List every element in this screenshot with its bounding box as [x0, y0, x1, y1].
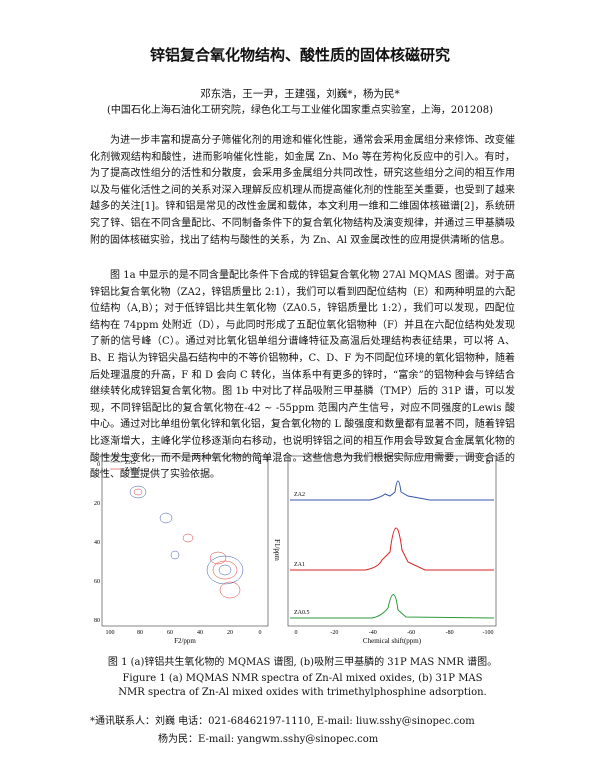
- x-axis-label: F2/ppm: [174, 637, 196, 645]
- legend-label: ZA2: [125, 460, 136, 466]
- x-tick-label: 0: [259, 630, 262, 636]
- x-tick-label: -60: [407, 630, 415, 636]
- y-ticks: 0 20 40 60 80: [94, 462, 100, 624]
- x-tick-label: 60: [167, 630, 173, 636]
- x-ticks: 100 80 60 40 20 0: [106, 630, 262, 636]
- title: 锌铝复合氧化物结构、酸性质的固体核磁研究: [149, 46, 450, 64]
- y-tick-label: 60: [94, 579, 100, 585]
- y-tick-label: 20: [94, 501, 100, 507]
- frame: [287, 455, 497, 627]
- panel-b: b ZA2 ZA1 ZA0.5 0 -20 -40 -60 -80 -100 Chemic…: [287, 455, 497, 645]
- legend-label: ZA0.5: [125, 467, 141, 473]
- authors: 邓东浩，王一尹，王建强，刘巍*，杨为民*: [200, 88, 400, 100]
- x-tick-label: 80: [137, 630, 143, 636]
- panel-a: ZA2 ZA0.5 a 100 80 60 40 20 0 0 20 40 60 80 F2/pp…: [94, 455, 281, 645]
- frame: [101, 455, 269, 627]
- panel-label: a: [258, 457, 262, 466]
- caption-en: Figure 1 (a) MQMAS NMR spectra of Zn-Al …: [118, 673, 487, 698]
- spectrum-label: ZA2: [294, 492, 305, 498]
- contact: *通讯联系人：刘巍 电话：021-68462197-1110, E-mail: …: [90, 716, 475, 727]
- x-tick-label: 20: [227, 630, 233, 636]
- x-tick-label: -40: [369, 630, 377, 636]
- contact: 杨为民：E-mail: yangwm.sshy@sinopec.com: [158, 734, 379, 745]
- contours: [129, 485, 244, 599]
- y-tick-label: 0: [97, 462, 100, 468]
- x-tick-label: 100: [106, 630, 115, 636]
- y-tick-label: 80: [94, 618, 100, 624]
- x-tick-label: 0: [295, 630, 298, 636]
- y-tick-label: 40: [94, 540, 100, 546]
- x-tick-label: -80: [446, 630, 454, 636]
- x-ticks: 0 -20 -40 -60 -80 -100: [295, 630, 494, 636]
- panel-label: b: [486, 457, 490, 466]
- x-axis-label: Chemical shift(ppm): [363, 637, 422, 645]
- spectrum-label: ZA0.5: [294, 610, 310, 616]
- caption-zh: 图 1 (a)锌铝共生氧化物的 MQMAS 谱图, (b)吸附三甲基膦的 31P…: [107, 657, 498, 668]
- affiliation: (中国石化上海石油化工研究院，绿色化工与工业催化国家重点实验室，上海，20120…: [107, 105, 493, 116]
- spectrum: [290, 594, 495, 619]
- y-axis-label: F1/ppm: [273, 539, 281, 561]
- x-tick-label: -100: [483, 630, 494, 636]
- x-tick-label: 40: [197, 630, 203, 636]
- paragraph: 图 1a 中显示的是不同含量配比条件下合成的锌铝复合氧化物 27Al MQMAS…: [90, 270, 515, 481]
- spectrum: [290, 527, 494, 571]
- spectrum: [290, 480, 494, 501]
- figure: ZA2 ZA0.5 a 100 80 60 40 20 0 0 20 40 60 80 F2/pp…: [94, 455, 497, 645]
- spectrum-label: ZA1: [294, 562, 305, 568]
- paragraph: 为进一步丰富和提高分子筛催化剂的用途和催化性能，通常会采用金属组分来修饰、改变催…: [90, 135, 515, 246]
- x-tick-label: -20: [330, 630, 338, 636]
